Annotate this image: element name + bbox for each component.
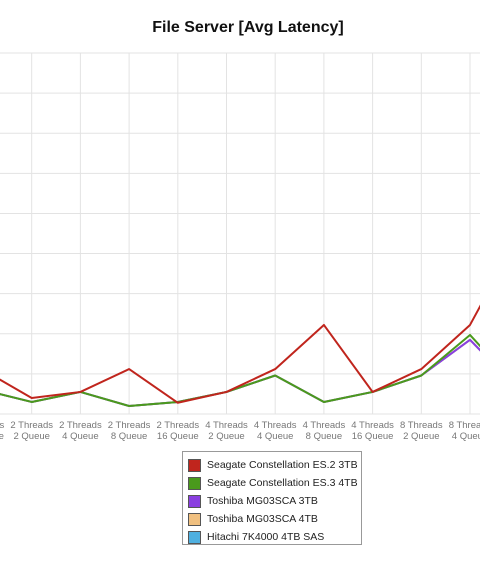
series-line-0 [0,304,480,404]
legend-item[interactable]: Toshiba MG03SCA 3TB [188,492,361,510]
x-tick-label: 4 Threads 4 Queue [254,420,297,442]
grid-layer [0,52,480,415]
legend-item[interactable]: Seagate Constellation ES.3 4TB [188,474,361,492]
x-tick-label: 8 Threads 2 Queue [400,420,443,442]
series-line-4 [0,338,480,407]
legend-swatch [188,494,201,508]
x-tick-label: 2 Threads 16 Queue [156,420,199,442]
legend-swatch [188,458,201,472]
legend-item[interactable]: Hitachi 7K4000 4TB SAS [188,528,361,546]
x-tick-label: 4 Threads 8 Queue [303,420,346,442]
chart-title: File Server [Avg Latency] [152,19,344,36]
x-tick-label: 2 Threads 4 Queue [59,420,102,442]
legend-label: Hitachi 7K4000 4TB SAS [207,531,325,543]
legend-label: Toshiba MG03SCA 3TB [207,495,318,507]
x-tick-label: 2 Threads 2 Queue [10,420,53,442]
legend-label: Toshiba MG03SCA 4TB [207,513,318,525]
legend-label: Seagate Constellation ES.2 3TB [207,459,358,471]
x-tick-label: 4 Threads 2 Queue [205,420,248,442]
series-line-2 [0,338,480,407]
legend-item[interactable]: Toshiba MG03SCA 4TB [188,510,361,528]
series-lines [0,304,480,407]
legend: Seagate Constellation ES.2 3TB Seagate Co… [182,451,362,545]
legend-swatch [188,512,201,526]
legend-swatch [188,530,201,544]
legend-swatch [188,476,201,490]
legend-item[interactable]: Seagate Constellation ES.2 3TB [188,456,361,474]
x-tick-label: 4 Threads 16 Queue [351,420,394,442]
x-tick-label: 2 Threads 8 Queue [108,420,151,442]
series-line-1 [0,333,480,407]
series-line-3 [0,338,480,407]
legend-label: Seagate Constellation ES.3 4TB [207,477,358,489]
